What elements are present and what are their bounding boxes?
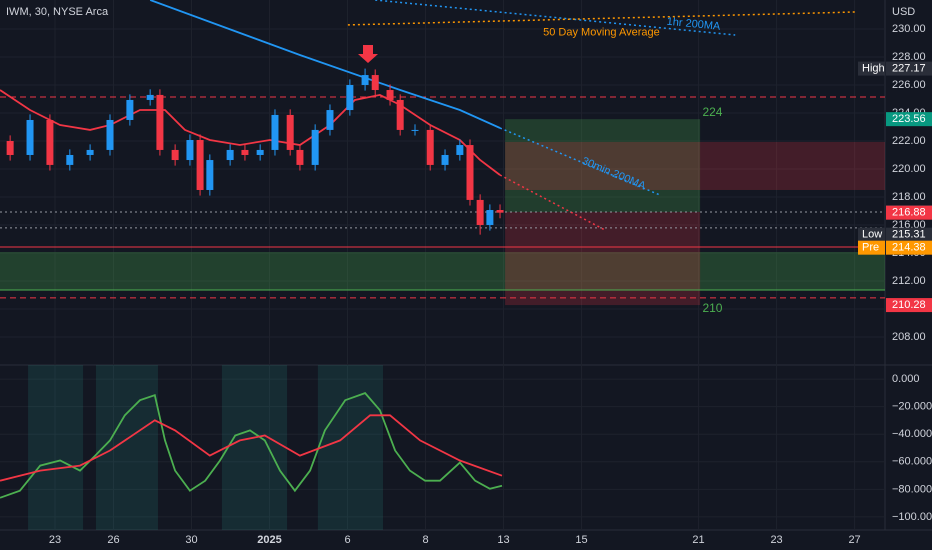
price-badge-value: 227.17 [892,63,926,75]
price-badge-value: 210.28 [892,299,926,311]
shaded-zone [317,365,384,530]
candle-body [196,140,204,190]
x-tick-label: 30 [185,534,197,546]
x-tick-label: 2025 [257,534,281,546]
y-tick-label: 212.00 [892,275,926,287]
candle-body [386,90,394,100]
line [0,89,501,176]
candle-body [146,94,154,100]
candle-body [426,129,434,165]
x-tick-label: 27 [848,534,860,546]
candle-body [371,75,379,91]
candle-body [256,149,264,155]
price-badge [886,205,932,220]
zone [505,211,701,306]
price-badge-label: Low [862,229,882,241]
y-tick-label: 222.00 [892,135,926,147]
y-tick-label: 226.00 [892,79,926,91]
line [0,414,503,482]
price-badge-value: 216.88 [892,207,926,219]
candle-body [206,160,214,190]
y-tick-label: −40.000 [892,428,932,440]
arrow-marker [358,45,378,63]
price-badge [886,298,932,313]
candle-body [156,94,164,150]
candle-body [106,119,114,150]
line [375,0,736,36]
y-tick-label: 230.00 [892,23,926,35]
candle-body [476,199,484,225]
line [0,392,503,499]
candle-body [411,129,419,131]
x-tick-label: 21 [692,534,704,546]
candle-body [46,119,54,165]
price-badge [886,240,932,255]
candle-body [346,84,354,111]
x-tick-label: 15 [575,534,587,546]
x-tick-label: 13 [497,534,509,546]
candle-body [241,149,249,155]
price-badge-label: Pre [862,242,879,254]
price-badge [886,112,932,127]
y-tick-label: 228.00 [892,51,926,63]
candle-body [226,149,234,161]
target-label: 224 [702,105,722,119]
shaded-zone [95,365,158,530]
y-tick-label: 0.000 [892,373,920,385]
x-tick-label: 23 [49,534,61,546]
candle-body [126,99,134,120]
x-tick-label: 23 [770,534,782,546]
price-badge [886,227,932,242]
chart-title: IWM, 30, NYSE Arca [6,6,109,18]
candle-body [296,149,304,165]
y-tick-label: −20.000 [892,401,932,413]
candle-body [26,119,34,155]
shaded-zone [221,365,288,530]
line-label: 1hr 200MA [666,16,721,33]
line [499,127,661,196]
candle-body [86,149,94,155]
zone [505,141,885,190]
price-badge-value: 214.38 [892,242,926,254]
price-badge-label: High [862,63,885,75]
y-tick-label: −100.000 [892,511,932,523]
price-badge-tag [858,240,885,255]
zone [0,252,885,290]
y-tick-label: 220.00 [892,163,926,175]
line [149,0,501,129]
candle-body [66,154,74,165]
candle-body [311,129,319,165]
y-tick-label: 218.00 [892,191,926,203]
zone [505,119,701,212]
price-badge-tag [858,227,885,242]
candle-body [326,110,334,130]
price-badge-value: 215.31 [892,229,926,241]
x-tick-label: 6 [344,534,350,546]
price-badge-tag [858,61,885,76]
y-tick-label: 208.00 [892,331,926,343]
candle-body [171,149,179,161]
price-badge [886,61,932,76]
price-badge-value: 223.56 [892,113,926,125]
candle-body [486,210,494,225]
candle-body [6,140,14,155]
candle-body [496,210,504,213]
candle-body [186,140,194,161]
candle-body [441,154,449,165]
target-label: 210 [702,301,722,315]
candle-body [271,114,279,150]
y-tick-label: −80.000 [892,483,932,495]
y-tick-label: −60.000 [892,456,932,468]
x-tick-label: 26 [107,534,119,546]
x-tick-label: 8 [422,534,428,546]
candle-body [456,145,464,155]
candle-body [466,145,474,200]
candle-body [396,99,404,130]
line-label: 50 Day Moving Average [543,26,660,38]
candle-body [361,75,369,85]
candle-body [286,114,294,150]
currency: USD [892,6,915,18]
shaded-zone [28,365,84,530]
